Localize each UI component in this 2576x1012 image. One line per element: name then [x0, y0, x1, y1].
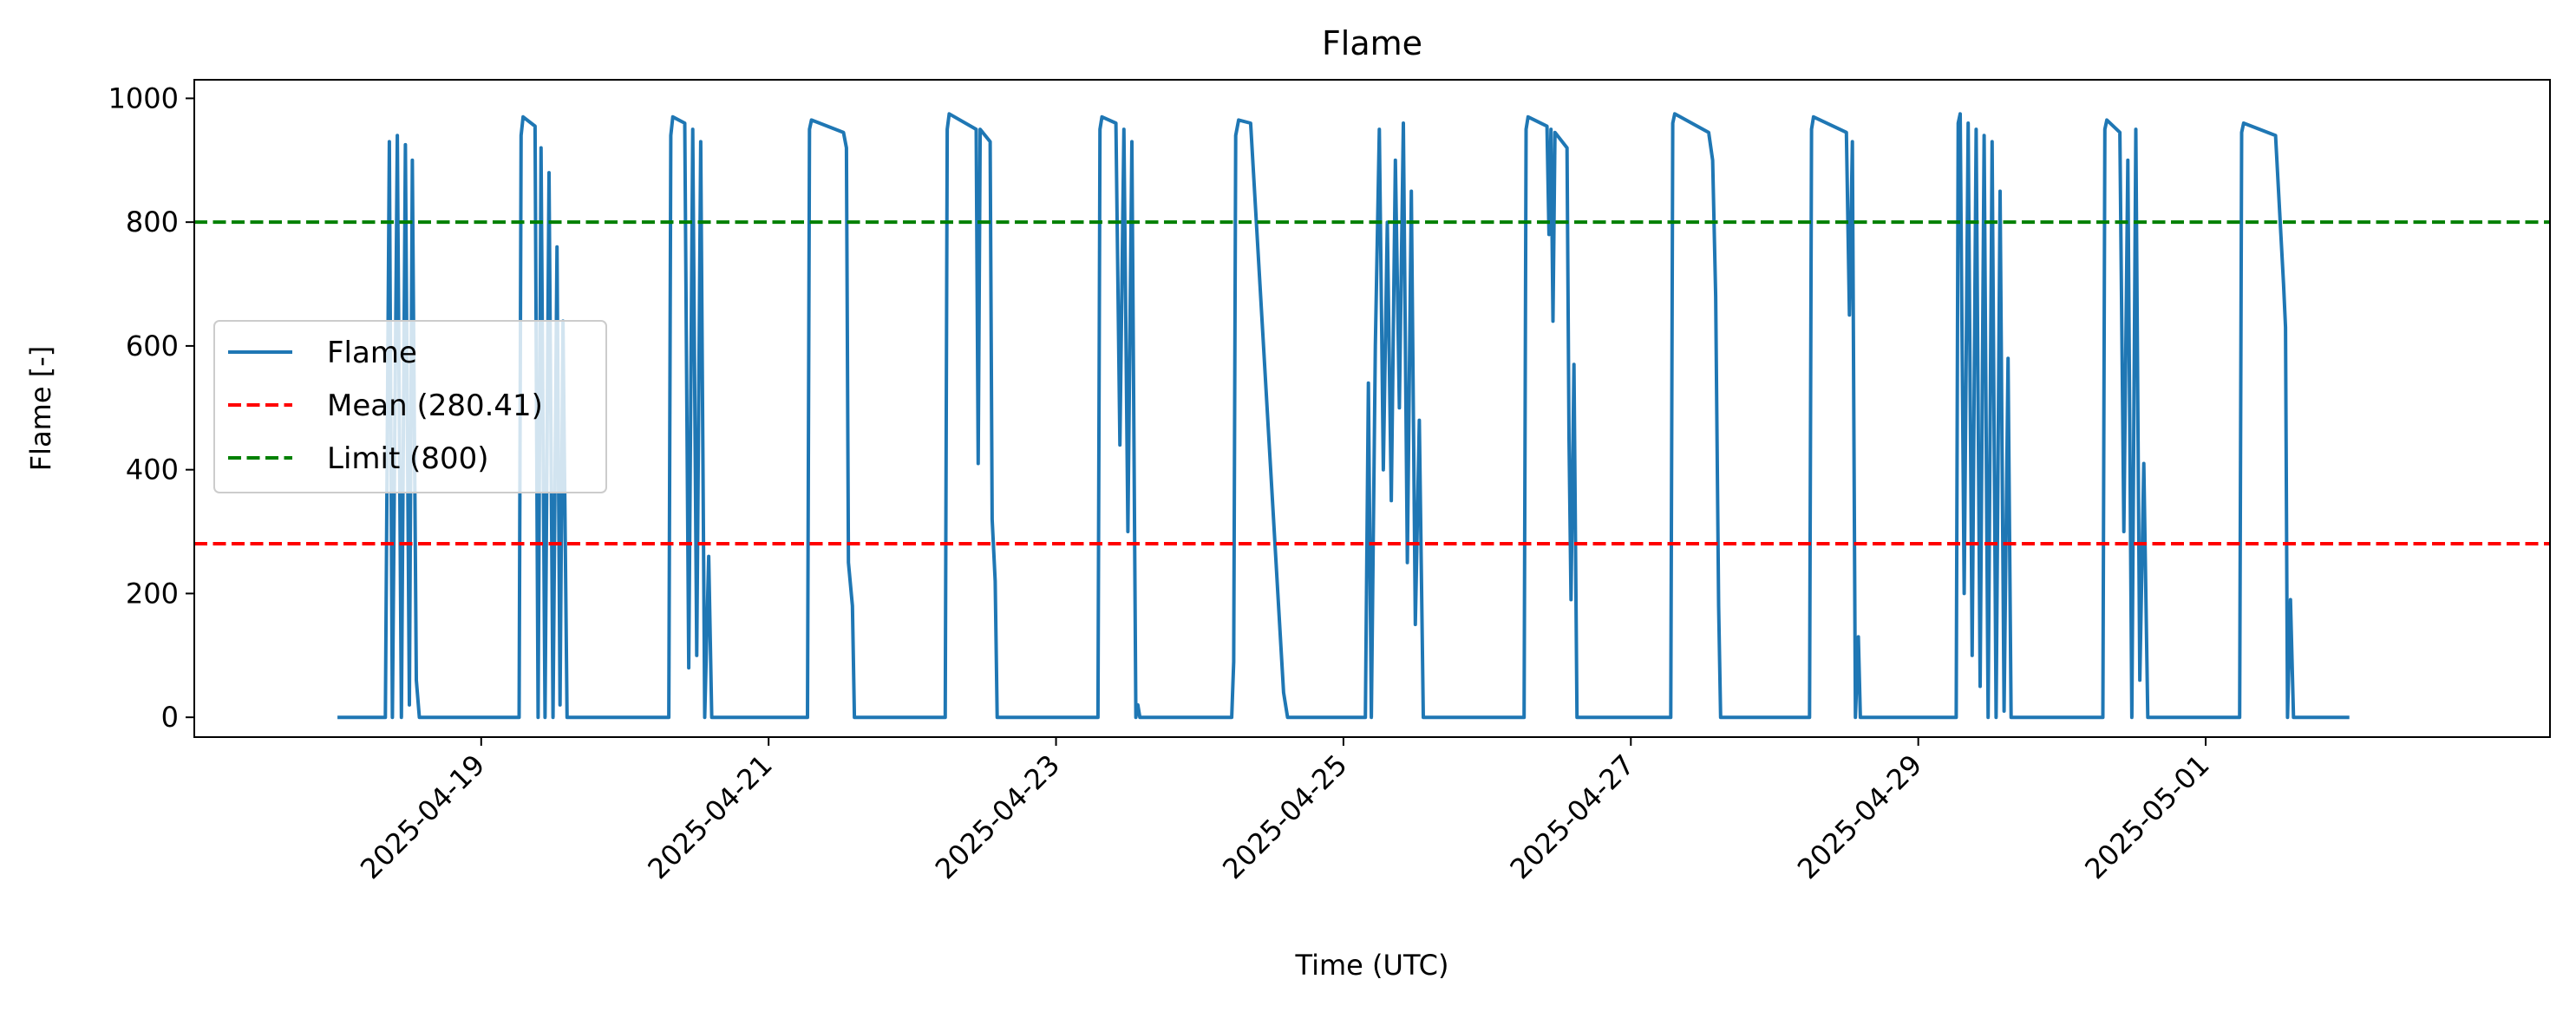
y-axis-title: Flame [-]	[24, 346, 57, 471]
flame-series-line	[337, 112, 2350, 720]
y-tick-label: 600	[126, 330, 179, 362]
y-tick-label: 400	[126, 454, 179, 486]
reference-lines	[194, 220, 2550, 546]
y-tick-label: 800	[126, 206, 179, 238]
legend-label: Mean (280.41)	[327, 388, 543, 423]
x-tick-label: 2025-04-21	[641, 748, 778, 885]
x-tick-label: 2025-04-25	[1216, 748, 1353, 885]
series-layer	[337, 112, 2350, 720]
legend-label: Limit (800)	[327, 441, 489, 476]
x-tick-label: 2025-04-27	[1504, 748, 1641, 885]
x-tick-label: 2025-04-19	[354, 748, 491, 885]
y-tick-label: 200	[126, 577, 179, 610]
y-tick-label: 0	[161, 701, 179, 734]
legend-label: Flame	[327, 336, 417, 370]
legend-box	[213, 320, 607, 493]
chart-title: Flame	[1322, 24, 1422, 62]
plot-frame	[193, 79, 2551, 738]
legend: Flame Mean (280.41) Limit (800)	[213, 320, 607, 493]
x-tick-label: 2025-04-23	[929, 748, 1066, 885]
y-tick-label: 1000	[108, 82, 179, 114]
y-axis: 0 200 400 600 800 1000	[108, 82, 194, 734]
x-axis: 2025-04-19 2025-04-21 2025-04-23 2025-04-25…	[354, 737, 2216, 885]
x-tick-label: 2025-04-29	[1791, 748, 1928, 885]
x-tick-label: 2025-05-01	[2078, 748, 2215, 885]
x-axis-title: Time (UTC)	[1295, 949, 1449, 982]
